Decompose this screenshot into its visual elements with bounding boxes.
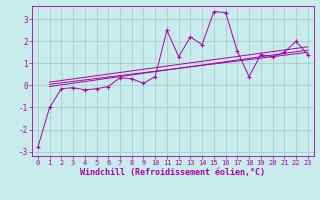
X-axis label: Windchill (Refroidissement éolien,°C): Windchill (Refroidissement éolien,°C) [80,168,265,177]
